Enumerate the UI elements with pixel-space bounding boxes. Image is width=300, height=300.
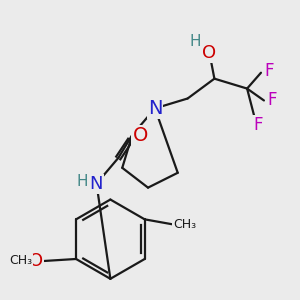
- Text: CH₃: CH₃: [173, 218, 196, 231]
- Text: CH₃: CH₃: [9, 254, 32, 268]
- Text: F: F: [264, 62, 274, 80]
- Text: F: F: [253, 116, 263, 134]
- Text: N: N: [90, 175, 103, 193]
- Text: N: N: [148, 99, 162, 118]
- Text: H: H: [77, 174, 88, 189]
- Text: O: O: [29, 252, 44, 270]
- Text: O: O: [202, 44, 217, 62]
- Text: O: O: [132, 126, 148, 145]
- Text: H: H: [190, 34, 201, 49]
- Text: F: F: [267, 92, 277, 110]
